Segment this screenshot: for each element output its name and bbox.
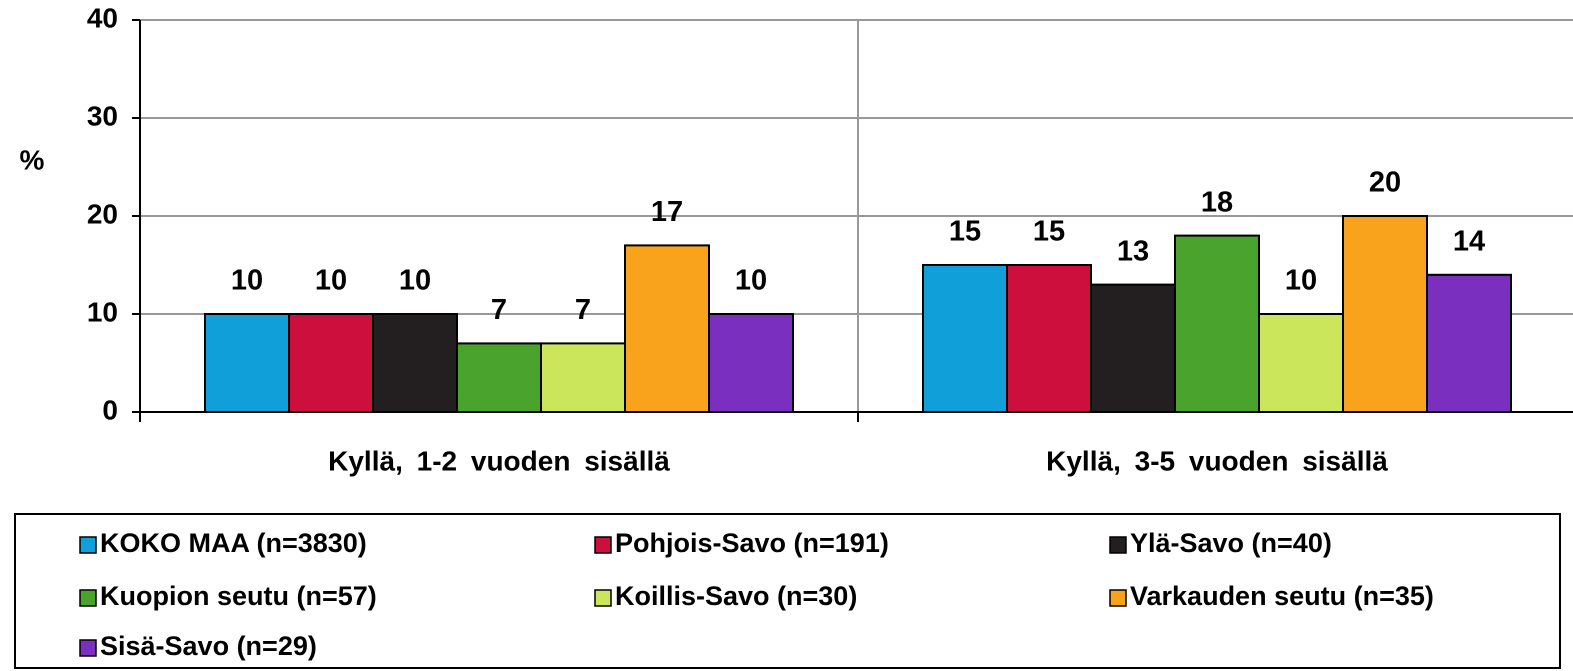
legend-swatch [79,639,97,657]
legend-label: Koillis-Savo (n=30) [615,581,857,611]
value-label: 7 [491,294,507,326]
y-tick-label: 40 [87,2,118,33]
legend-label: Kuopion seutu (n=57) [100,581,377,611]
legend-swatch [1109,589,1127,607]
legend-swatch [594,536,612,554]
value-label: 10 [315,265,347,297]
bar [1174,234,1260,413]
value-label: 10 [231,265,263,297]
value-label: 17 [651,196,683,228]
bar [1342,215,1428,413]
value-label: 7 [575,294,591,326]
legend-box [14,513,1561,669]
y-tick-label: 0 [102,394,118,425]
value-label: 10 [399,265,431,297]
bar [1258,313,1344,413]
legend-label: Pohjois-Savo (n=191) [615,528,889,558]
value-label: 13 [1117,235,1149,267]
value-label: 14 [1453,225,1485,257]
legend-swatch [79,536,97,554]
x-tick-label: Kyllä, 3-5 vuoden sisällä [1046,445,1388,476]
bar [922,264,1008,413]
x-tick-label: Kyllä, 1-2 vuoden sisällä [328,445,670,476]
value-label: 10 [735,265,767,297]
value-label: 15 [949,216,981,248]
legend-swatch [594,589,612,607]
bar [456,342,542,413]
y-axis-label: % [20,144,45,175]
bar [1006,264,1092,413]
bar [1426,273,1512,413]
bar [288,313,374,413]
legend-label: KOKO MAA (n=3830) [100,528,367,558]
legend-swatch [79,589,97,607]
legend-label: Ylä-Savo (n=40) [1130,528,1332,558]
y-tick-label: 10 [87,296,118,327]
bar [372,313,458,413]
y-tick-label: 20 [87,198,118,229]
legend-swatch [1109,536,1127,554]
value-label: 10 [1285,265,1317,297]
bar [624,244,710,413]
bar [708,313,794,413]
bar [204,313,290,413]
legend-label: Varkauden seutu (n=35) [1130,581,1434,611]
bar [1090,283,1176,414]
y-tick-label: 30 [87,100,118,131]
value-label: 18 [1201,186,1233,218]
value-label: 20 [1369,167,1401,199]
legend-label: Sisä-Savo (n=29) [100,631,317,661]
bar [540,342,626,413]
value-label: 15 [1033,216,1065,248]
